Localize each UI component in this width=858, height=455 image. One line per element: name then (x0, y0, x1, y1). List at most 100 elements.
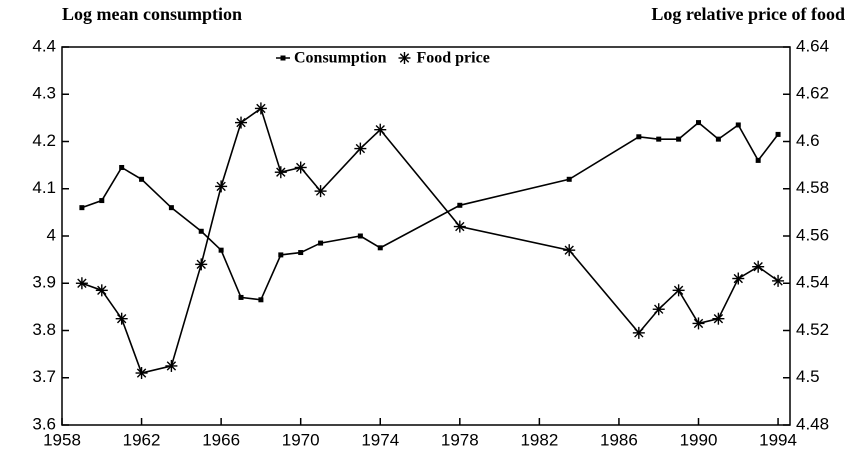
point (238, 294, 244, 300)
point (298, 250, 304, 256)
point (696, 120, 702, 126)
point (672, 284, 685, 297)
marker-stroke (634, 328, 644, 338)
marker-stroke (455, 221, 465, 232)
point (135, 367, 148, 380)
point (254, 102, 267, 115)
point (712, 312, 725, 325)
marker-stroke (654, 304, 664, 314)
point (115, 312, 128, 325)
y2-tick-label: 4.58 (796, 178, 829, 197)
y-tick-label: 4 (47, 225, 56, 244)
point (715, 136, 721, 142)
marker-stroke (399, 53, 410, 63)
point (274, 166, 287, 179)
point (732, 272, 745, 285)
marker-stroke (375, 124, 385, 135)
marker-stroke (713, 313, 724, 324)
y-tick-label: 3.7 (32, 367, 56, 386)
marker-stroke (166, 361, 177, 371)
point (374, 123, 387, 136)
point (294, 161, 307, 174)
point (278, 252, 284, 258)
point (198, 228, 204, 234)
x-tick-label: 1966 (202, 430, 240, 449)
point (79, 205, 85, 211)
marker-stroke (276, 167, 286, 177)
point (636, 134, 642, 140)
x-tick-label: 1970 (282, 430, 320, 449)
point (566, 176, 572, 182)
point (168, 205, 174, 211)
marker-stroke (116, 313, 127, 324)
point (398, 52, 411, 64)
point (457, 202, 463, 208)
marker-stroke (97, 285, 107, 296)
point (99, 198, 105, 204)
series-line (81, 121, 779, 301)
x-tick-label: 1986 (600, 430, 638, 449)
x-tick-label: 1990 (680, 430, 718, 449)
marker-stroke (136, 368, 147, 378)
y2-tick-label: 4.6 (796, 131, 820, 150)
y-tick-label: 3.9 (32, 273, 56, 292)
marker-stroke (773, 276, 783, 286)
point (656, 136, 662, 142)
point (139, 176, 145, 182)
y-tick-label: 4.2 (32, 131, 56, 150)
y2-tick-label: 4.64 (796, 36, 829, 55)
point (453, 220, 466, 233)
point (195, 258, 208, 271)
point (165, 359, 178, 372)
point (354, 142, 367, 155)
point (75, 277, 88, 290)
marker-stroke (564, 245, 574, 255)
point (314, 185, 327, 198)
marker-stroke (295, 162, 306, 173)
x-tick-label: 1994 (759, 430, 797, 449)
x-tick-label: 1958 (43, 430, 81, 449)
y2-tick-label: 4.52 (796, 320, 829, 339)
y2-tick-label: 4.48 (796, 414, 829, 433)
point (218, 247, 224, 253)
point (357, 233, 363, 239)
marker-stroke (355, 143, 366, 154)
marker-stroke (216, 181, 226, 192)
point (632, 326, 645, 339)
marker-stroke (77, 278, 87, 288)
marker-stroke (673, 285, 684, 296)
marker-stroke (236, 117, 246, 128)
point (119, 164, 125, 170)
marker-stroke (315, 186, 326, 196)
series-line (81, 107, 779, 374)
point (755, 157, 761, 163)
y-tick-label: 4.3 (32, 84, 56, 103)
y2-tick-label: 4.62 (796, 84, 829, 103)
point (377, 245, 383, 251)
point (280, 55, 286, 61)
point (563, 244, 576, 257)
x-tick-label: 1974 (361, 430, 399, 449)
y-tick-label: 4.1 (32, 178, 56, 197)
point (692, 317, 705, 330)
marker-stroke (733, 273, 743, 284)
y2-tick-label: 4.5 (796, 367, 820, 386)
point (752, 260, 765, 273)
point (775, 131, 781, 137)
legend-label: Consumption (294, 50, 387, 67)
x-tick-label: 1978 (441, 430, 479, 449)
marker-stroke (196, 259, 206, 270)
y-tick-label: 4.4 (32, 36, 56, 55)
marker-stroke (256, 103, 266, 114)
y2-tick-label: 4.54 (796, 273, 829, 292)
point (652, 303, 665, 316)
y2-tick-label: 4.56 (796, 225, 829, 244)
y2-axis-title: Log relative price of food (651, 4, 845, 24)
y-tick-label: 3.6 (32, 414, 56, 433)
point (318, 240, 324, 246)
point (215, 180, 228, 193)
x-tick-label: 1962 (123, 430, 161, 449)
marker-stroke (753, 262, 763, 272)
point (676, 136, 682, 142)
